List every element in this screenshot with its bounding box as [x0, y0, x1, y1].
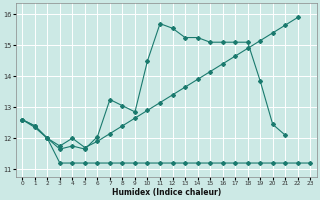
X-axis label: Humidex (Indice chaleur): Humidex (Indice chaleur) — [112, 188, 221, 197]
